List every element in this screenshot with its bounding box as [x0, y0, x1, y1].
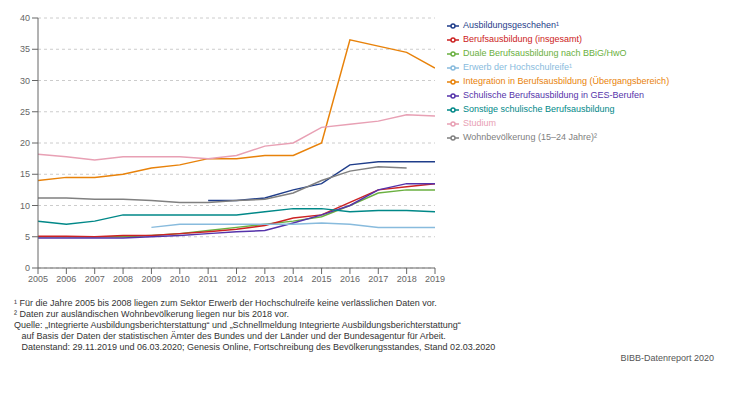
svg-text:2008: 2008	[113, 274, 133, 284]
svg-text:2006: 2006	[56, 274, 76, 284]
svg-text:2013: 2013	[255, 274, 275, 284]
html-text:Berufsausbildung (insgesamt): Berufsausbildung (insgesamt)	[463, 34, 583, 44]
svg-text:10: 10	[20, 201, 30, 211]
svg-text:15: 15	[20, 169, 30, 179]
svg-text:40: 40	[20, 13, 30, 23]
svg-text:25: 25	[20, 107, 30, 117]
html-text:Integration in Berufsausbildun: Integration in Berufsausbildung (Übergan…	[463, 76, 670, 86]
svg-text:0: 0	[25, 263, 30, 273]
html-text:BIBB-Datenreport 2020: BIBB-Datenreport 2020	[620, 353, 714, 363]
html-text:Duale Berufsausbildung nach BB: Duale Berufsausbildung nach BBiG/HwO	[463, 48, 627, 58]
svg-text:2018: 2018	[397, 274, 417, 284]
svg-text:2017: 2017	[368, 274, 388, 284]
svg-text:5: 5	[25, 232, 30, 242]
svg-text:35: 35	[20, 44, 30, 54]
svg-text:2007: 2007	[85, 274, 105, 284]
svg-text:2009: 2009	[141, 274, 161, 284]
html-text:auf Basis der Daten der statis: auf Basis der Daten der statistischen Äm…	[14, 331, 446, 341]
svg-text:2015: 2015	[312, 274, 332, 284]
html-text:¹ Für die Jahre 2005 bis 2008: ¹ Für die Jahre 2005 bis 2008 liegen zum…	[14, 298, 437, 308]
svg-text:2010: 2010	[170, 274, 190, 284]
svg-text:2011: 2011	[198, 274, 217, 284]
html-text:Wohnbevölkerung (15–24 Jahre)²: Wohnbevölkerung (15–24 Jahre)²	[463, 132, 597, 142]
svg-text:2014: 2014	[283, 274, 303, 284]
html-text:Sonstige schulische Berufsausb: Sonstige schulische Berufsausbildung	[463, 104, 615, 114]
html-text:Quelle: „Integrierte Ausbildun: Quelle: „Integrierte Ausbildungsberichte…	[14, 320, 461, 330]
html-text:² Daten zur ausländischen Wohn: ² Daten zur ausländischen Wohnbevölkerun…	[14, 309, 289, 319]
svg-text:2016: 2016	[340, 274, 360, 284]
svg-text:2019: 2019	[425, 274, 445, 284]
svg-text:2012: 2012	[226, 274, 246, 284]
html-text:Datenstand: 29.11.2019 und 06.: Datenstand: 29.11.2019 und 06.03.2020; G…	[14, 342, 496, 352]
html-text:Schulische Berufsausbildung in: Schulische Berufsausbildung in GES-Beruf…	[463, 90, 645, 100]
svg-text:20: 20	[20, 138, 30, 148]
svg-text:2005: 2005	[28, 274, 48, 284]
html-text:Erwerb der Hochschulreife¹: Erwerb der Hochschulreife¹	[463, 62, 572, 72]
html-text:Studium: Studium	[463, 118, 496, 128]
svg-text:30: 30	[20, 76, 30, 86]
html-text:Ausbildungsgeschehen¹: Ausbildungsgeschehen¹	[463, 20, 560, 30]
